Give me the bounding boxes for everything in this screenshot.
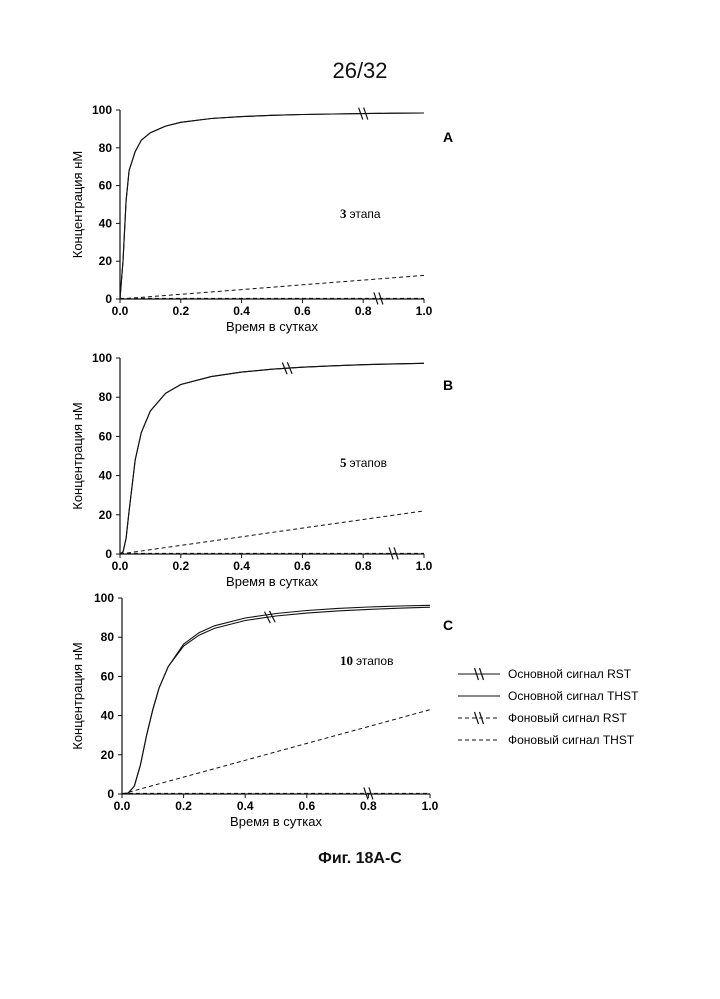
x-tick-label: 0.4 — [233, 559, 250, 573]
y-tick-label: 20 — [101, 748, 115, 762]
series-line-0 — [120, 113, 424, 299]
stage-count: 10 — [340, 653, 353, 668]
y-tick-label: 100 — [92, 103, 112, 117]
stage-word: этапов — [350, 456, 387, 470]
x-tick-label: 0.4 — [237, 799, 254, 813]
y-tick-label: 60 — [99, 429, 113, 443]
y-tick-label: 20 — [99, 508, 113, 522]
y-tick-label: 60 — [99, 179, 113, 193]
x-tick-label: 0.2 — [175, 799, 192, 813]
x-tick-label: 1.0 — [416, 304, 433, 318]
x-axis-title: Время в сутках — [226, 574, 318, 589]
x-tick-label: 0.8 — [355, 304, 372, 318]
x-tick-label: 0.2 — [172, 559, 189, 573]
stage-count: 5 — [340, 455, 347, 470]
x-tick-label: 0.6 — [298, 799, 315, 813]
panel-label: C — [443, 617, 453, 633]
x-tick-label: 1.0 — [416, 559, 433, 573]
x-tick-label: 0.6 — [294, 559, 311, 573]
legend-label-0: Основной сигнал RST — [508, 667, 632, 681]
chart-panel-a: 0204060801000.00.20.40.60.81.0Время в су… — [70, 103, 453, 334]
x-axis-title: Время в сутках — [226, 319, 318, 334]
series-line-3 — [120, 511, 424, 554]
x-tick-label: 0.6 — [294, 304, 311, 318]
chart-panel-c: 0204060801000.00.20.40.60.81.0Время в су… — [70, 591, 453, 829]
x-tick-label: 0.8 — [355, 559, 372, 573]
y-tick-label: 40 — [101, 709, 115, 723]
y-tick-label: 100 — [92, 351, 112, 365]
stage-count: 3 — [340, 206, 347, 221]
stage-annotation: 3этапа — [340, 206, 381, 221]
stage-word: этапа — [350, 207, 381, 221]
y-tick-label: 40 — [99, 469, 113, 483]
legend: Основной сигнал RST Основной сигнал THST Ф… — [458, 667, 639, 747]
series-line-1 — [120, 113, 424, 299]
x-tick-label: 0.0 — [112, 559, 129, 573]
figure-caption: Фиг. 18A-C — [0, 850, 720, 868]
y-tick-label: 100 — [94, 591, 114, 605]
y-tick-label: 60 — [101, 669, 115, 683]
series-line-3 — [120, 275, 424, 299]
y-tick-label: 20 — [99, 254, 113, 268]
y-tick-label: 80 — [99, 390, 113, 404]
stage-annotation: 10этапов — [340, 653, 393, 668]
y-tick-label: 80 — [101, 630, 115, 644]
stage-word: этапов — [356, 654, 393, 668]
series-line-3 — [122, 710, 430, 794]
legend-label-3: Фоновый сигнал THST — [508, 733, 635, 747]
x-tick-label: 0.4 — [233, 304, 250, 318]
legend-label-2: Фоновый сигнал RST — [508, 711, 628, 725]
x-tick-label: 0.8 — [360, 799, 377, 813]
legend-label-1: Основной сигнал THST — [508, 689, 639, 703]
series-line-1 — [122, 605, 430, 794]
series-line-0 — [122, 607, 430, 794]
x-tick-label: 1.0 — [422, 799, 439, 813]
x-axis-title: Время в сутках — [230, 814, 322, 829]
y-tick-label: 40 — [99, 216, 113, 230]
x-tick-label: 0.2 — [172, 304, 189, 318]
stage-annotation: 5этапов — [340, 455, 387, 470]
y-axis-title: Концентрация нМ — [70, 151, 85, 258]
chart-panel-b: 0204060801000.00.20.40.60.81.0Время в су… — [70, 351, 453, 589]
panel-label: B — [443, 377, 453, 393]
y-tick-label: 80 — [99, 141, 113, 155]
x-tick-label: 0.0 — [114, 799, 131, 813]
panel-label: A — [443, 129, 453, 145]
x-tick-label: 0.0 — [112, 304, 129, 318]
y-axis-title: Концентрация нМ — [70, 642, 85, 749]
y-axis-title: Концентрация нМ — [70, 402, 85, 509]
